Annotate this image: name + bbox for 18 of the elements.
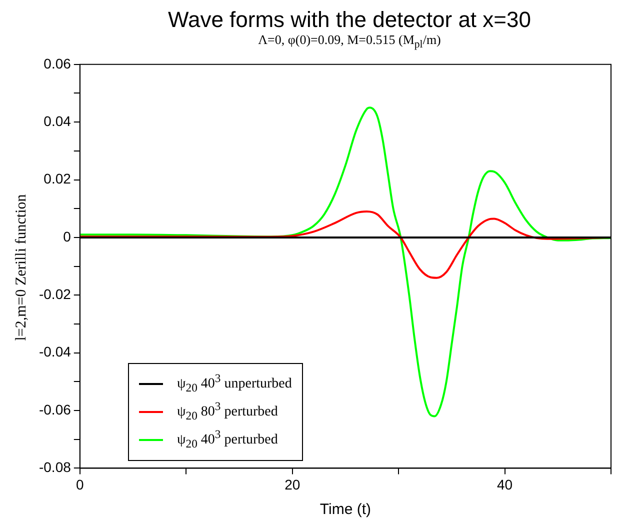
legend-label: ψ$_{20}$ 40$^{3}$ perturbed [177,428,278,451]
y-tick-label: -0.08 [38,458,72,475]
y-tick-label: 0.02 [44,170,72,186]
legend-label: ψ$_{20}$ 40$^{3}$ unperturbed [177,372,292,395]
legend-label: ψ$_{20}$ 80$^{3}$ perturbed [177,400,278,423]
y-tick-label: -0.02 [38,286,72,302]
x-tick-label: 40 [496,476,513,492]
y-tick-label: 0.04 [44,112,72,129]
y-tick-label: -0.06 [38,400,72,417]
chart-title: Wave forms with the detector at x=30 [167,7,532,32]
x-tick-label: 0 [76,476,84,492]
y-axis-title: l=2,m=0 Zerilli function [14,194,30,341]
x-tick-label: 20 [284,476,300,492]
y-tick-label: 0 [63,228,72,244]
x-axis-title: Time (t) [320,500,372,518]
chart-subtitle: Λ=0, φ(0)=0.09, M=0.515 (M$_{pl}$/m) [257,32,442,51]
y-tick-label: -0.04 [38,343,72,360]
y-tick-label: 0.06 [44,54,72,71]
